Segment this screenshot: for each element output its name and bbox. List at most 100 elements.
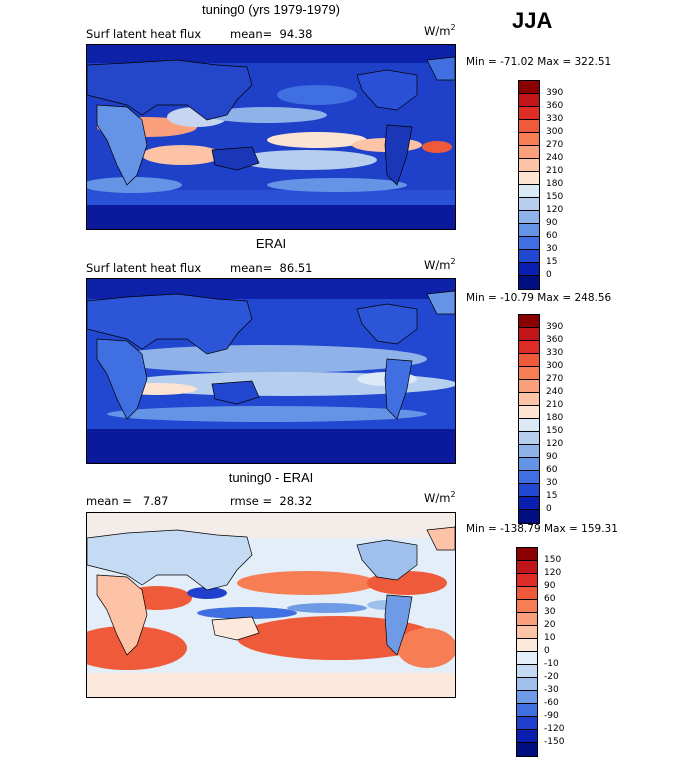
panel-1-units: W/m2 (424, 23, 456, 38)
colorbar-swatch (517, 626, 537, 639)
colorbar-tick-label: -150 (544, 737, 565, 747)
colorbar-swatch (517, 561, 537, 574)
colorbar-swatch (519, 315, 539, 328)
colorbar-tick-label: 30 (544, 607, 556, 617)
colorbar-tick-label: 120 (544, 568, 562, 578)
colorbar-swatch (519, 237, 539, 250)
panel-2-units-exp: 2 (450, 257, 456, 266)
colorbar-tick-label: 390 (546, 322, 564, 332)
panel-1-colorbar (518, 80, 540, 290)
colorbar-swatch (519, 341, 539, 354)
colorbar-tick-label: 150 (544, 555, 562, 565)
colorbar-swatch (519, 107, 539, 120)
panel-3-colorbar (516, 547, 538, 757)
panel-2-map-svg (87, 279, 455, 463)
colorbar-tick-label: 15 (546, 257, 558, 267)
panel-2-minmax: Min = -10.79 Max = 248.56 (466, 292, 612, 304)
colorbar-swatch (517, 678, 537, 691)
panel-3-map (86, 512, 456, 698)
colorbar-swatch (517, 704, 537, 717)
colorbar-swatch (519, 146, 539, 159)
colorbar-tick-label: 30 (546, 244, 558, 254)
panel-3-mean: mean = 7.87 (86, 494, 169, 508)
panel-1-title: tuning0 (yrs 1979-1979) (201, 2, 341, 17)
colorbar-swatch (519, 432, 539, 445)
colorbar-swatch (519, 159, 539, 172)
panel-1-field: Surf latent heat flux (86, 27, 202, 41)
colorbar-tick-label: 360 (546, 101, 564, 111)
colorbar-swatch (517, 730, 537, 743)
panel-2-units: W/m2 (424, 257, 456, 272)
colorbar-swatch (517, 548, 537, 561)
panel-2-mean: mean= 86.51 (230, 261, 313, 275)
colorbar-swatch (519, 211, 539, 224)
panel-2-title: ERAI (255, 236, 287, 251)
panel-3-units-base: W/m (424, 490, 451, 505)
colorbar-tick-label: 30 (546, 478, 558, 488)
colorbar-tick-label: 90 (544, 581, 556, 591)
panel-2-colorbar-labels: 390 360 330 300 270 240 210 180 150 120 90 60 30 15 0 (546, 321, 563, 516)
colorbar-tick-label: -60 (544, 698, 559, 708)
colorbar-swatch (517, 613, 537, 626)
colorbar-swatch (519, 94, 539, 107)
colorbar-swatch (517, 717, 537, 730)
panel-3-minmax: Min = -138.79 Max = 159.31 (466, 523, 618, 535)
panel-1-mean: mean= 94.38 (230, 27, 313, 41)
colorbar-swatch (519, 510, 539, 523)
colorbar-swatch (517, 665, 537, 678)
panel-1-minmax: Min = -71.02 Max = 322.51 (466, 56, 612, 68)
colorbar-tick-label: 0 (546, 270, 552, 280)
panel-1-colorbar-labels: 390 360 330 300 270 240 210 180 150 120 90 60 30 15 0 (546, 87, 563, 282)
colorbar-tick-label: 150 (546, 192, 564, 202)
panel-3-units-exp: 2 (450, 490, 456, 499)
panel-1-map-svg (87, 45, 455, 229)
colorbar-swatch (517, 743, 537, 756)
colorbar-swatch (519, 445, 539, 458)
colorbar-tick-label: -120 (544, 724, 565, 734)
colorbar-swatch (519, 120, 539, 133)
colorbar-tick-label: 300 (546, 361, 564, 371)
panel-3-units: W/m2 (424, 490, 456, 505)
colorbar-swatch (519, 497, 539, 510)
colorbar-tick-label: 0 (546, 504, 552, 514)
colorbar-tick-label: 240 (546, 387, 564, 397)
colorbar-tick-label: 240 (546, 153, 564, 163)
colorbar-swatch (517, 691, 537, 704)
panel-2-map (86, 278, 456, 464)
panel-1-units-exp: 2 (450, 23, 456, 32)
colorbar-tick-label: 20 (544, 620, 556, 630)
colorbar-swatch (519, 367, 539, 380)
colorbar-swatch (517, 587, 537, 600)
colorbar-tick-label: 0 (544, 646, 550, 656)
colorbar-swatch (519, 250, 539, 263)
panel-3-colorbar-labels: 150 120 90 60 30 20 10 0 -10 -20 -30 -60 -90 -120 -150 (544, 554, 564, 749)
colorbar-swatch (519, 328, 539, 341)
colorbar-swatch (517, 639, 537, 652)
colorbar-swatch (519, 172, 539, 185)
colorbar-tick-label: 120 (546, 439, 564, 449)
colorbar-tick-label: 90 (546, 218, 558, 228)
panel-3-title: tuning0 - ERAI (228, 470, 314, 485)
colorbar-tick-label: 180 (546, 413, 564, 423)
colorbar-tick-label: 60 (546, 231, 558, 241)
colorbar-swatch (519, 133, 539, 146)
colorbar-swatch (519, 380, 539, 393)
colorbar-swatch (519, 198, 539, 211)
colorbar-tick-label: 300 (546, 127, 564, 137)
panel-1-units-base: W/m (424, 23, 451, 38)
panel-2-units-base: W/m (424, 257, 451, 272)
panel-2-colorbar (518, 314, 540, 524)
colorbar-tick-label: 120 (546, 205, 564, 215)
colorbar-swatch (519, 458, 539, 471)
panel-1-map (86, 44, 456, 230)
colorbar-swatch (519, 354, 539, 367)
colorbar-swatch (519, 471, 539, 484)
panel-2-field: Surf latent heat flux (86, 261, 202, 275)
colorbar-swatch (517, 652, 537, 665)
colorbar-tick-label: 210 (546, 400, 564, 410)
colorbar-tick-label: 150 (546, 426, 564, 436)
colorbar-swatch (517, 574, 537, 587)
colorbar-tick-label: -90 (544, 711, 559, 721)
colorbar-tick-label: 270 (546, 374, 564, 384)
colorbar-swatch (517, 600, 537, 613)
